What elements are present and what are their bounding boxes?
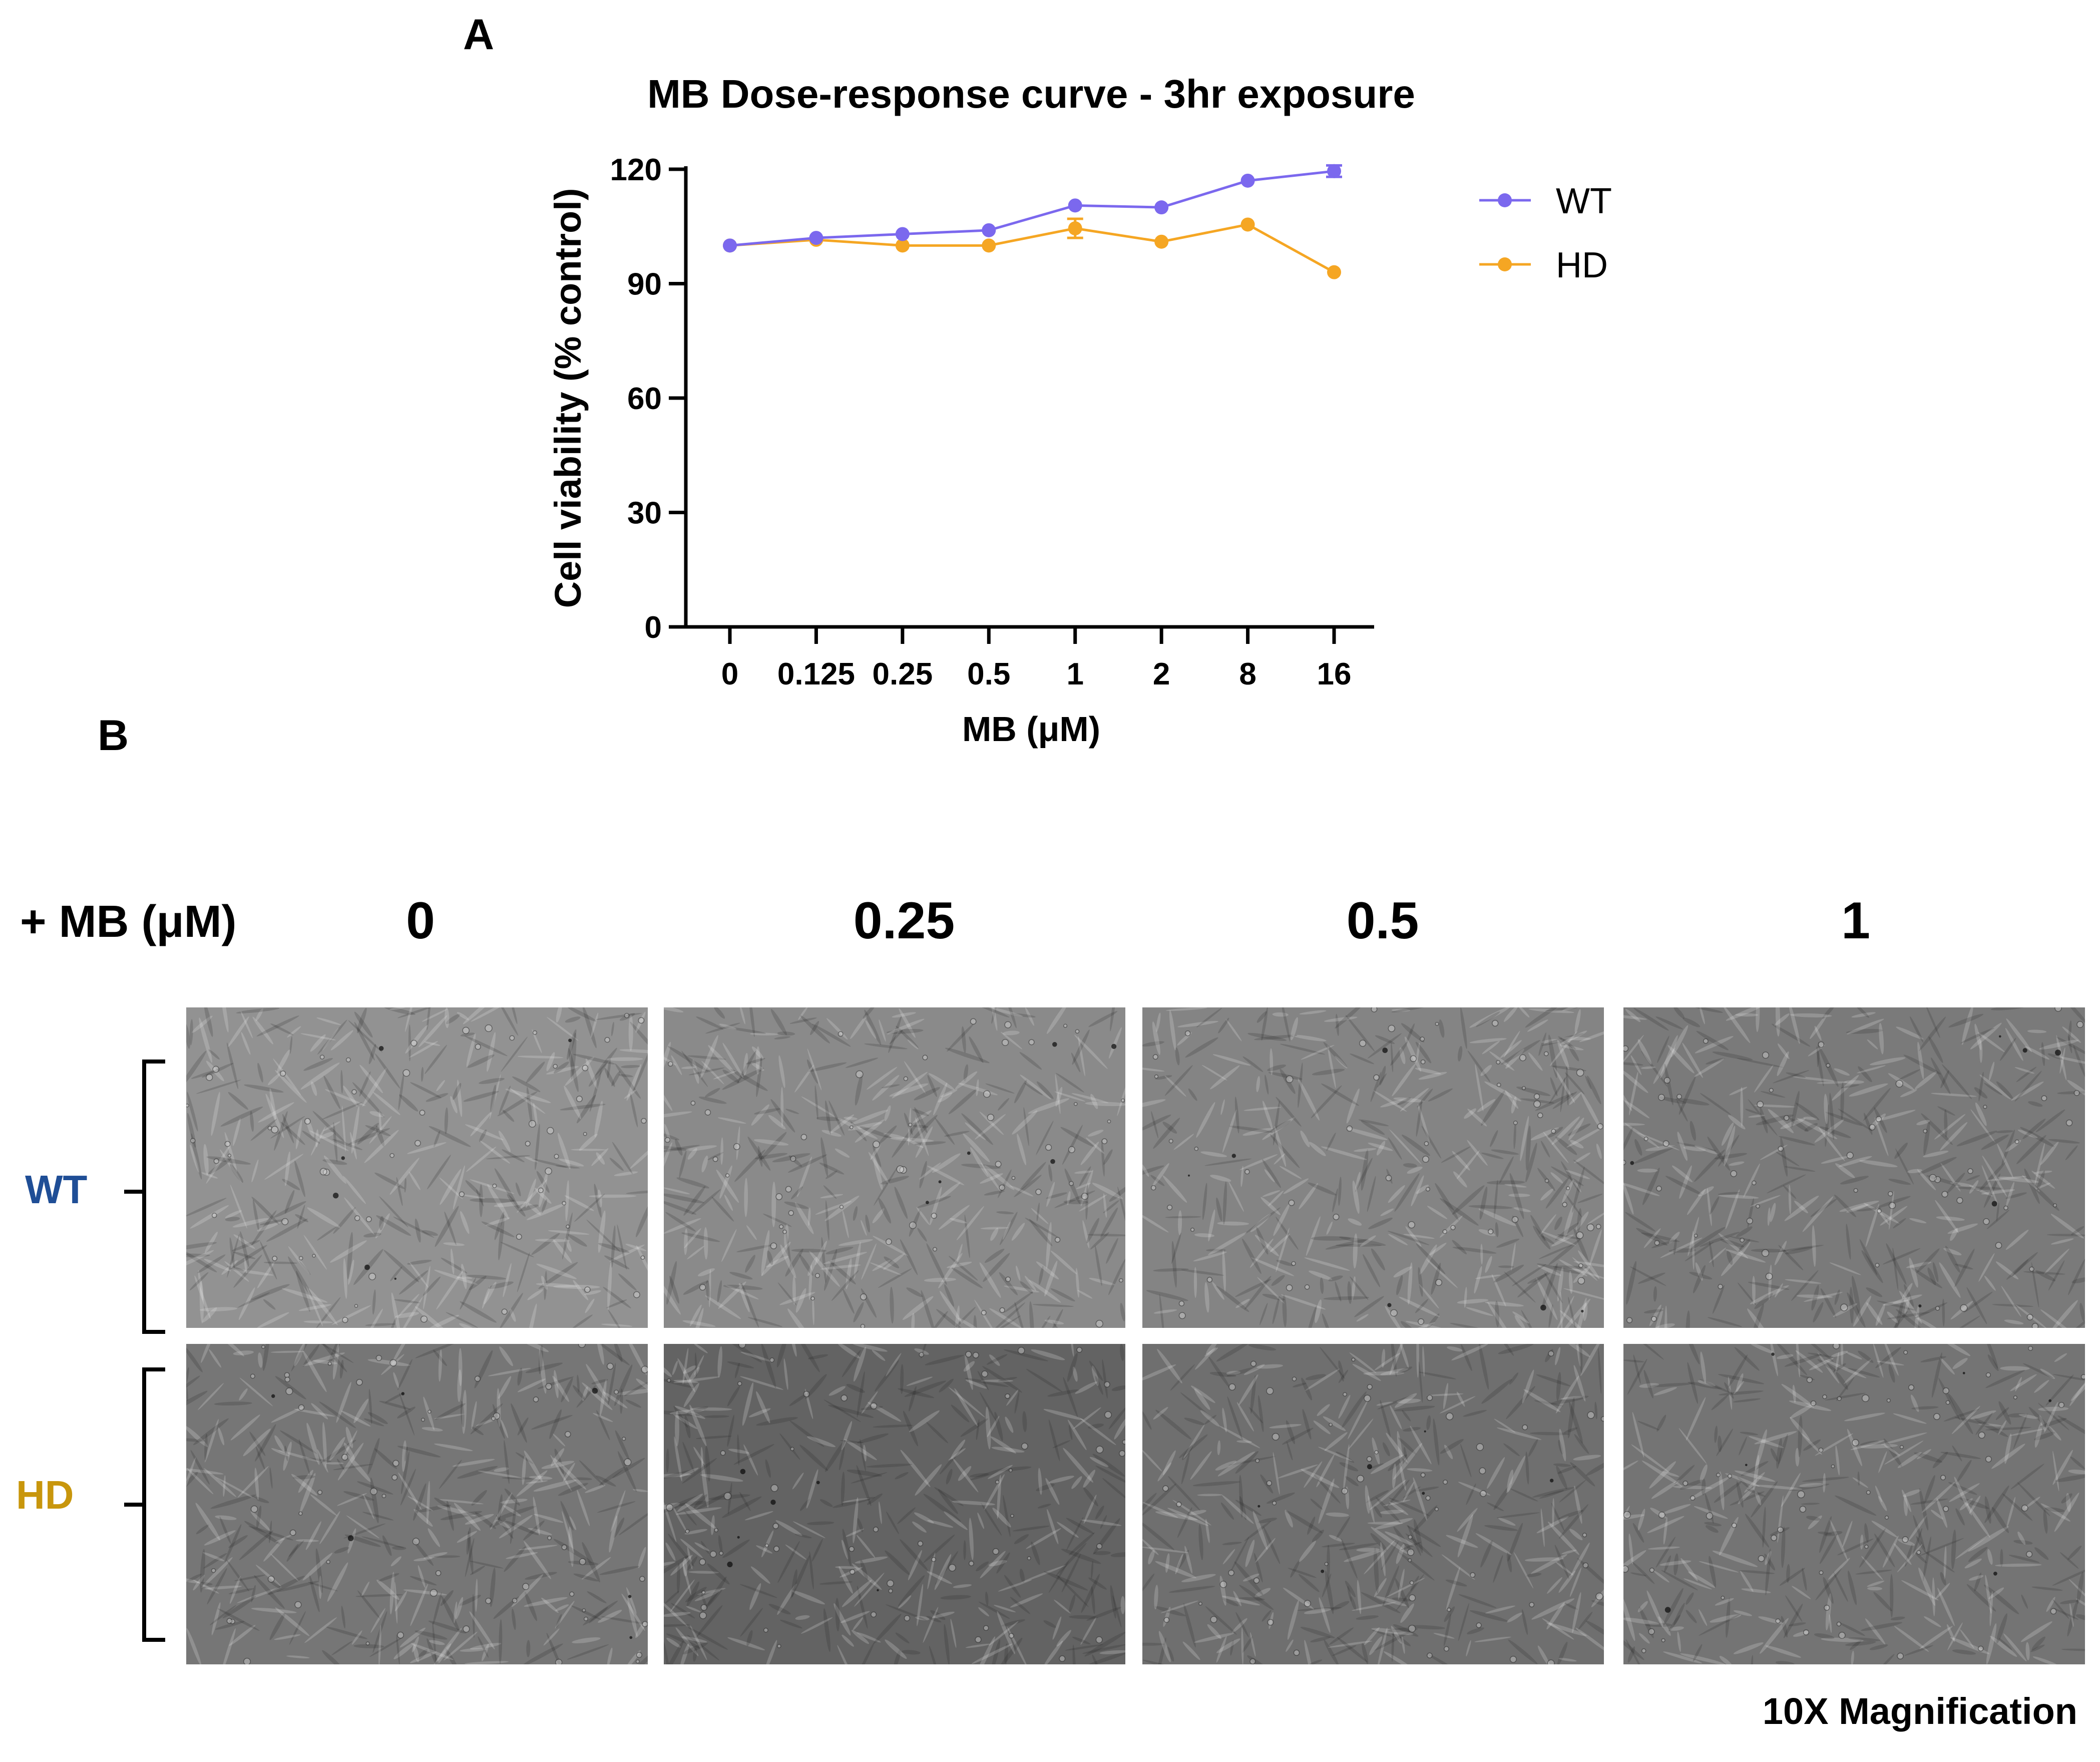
chart-legend: WT HD bbox=[1479, 181, 1612, 285]
row-brackets bbox=[124, 1060, 165, 1642]
panel-a-label: A bbox=[463, 11, 495, 59]
data-point-hd-5 bbox=[1154, 234, 1169, 249]
y-tick-label-3: 90 bbox=[627, 267, 662, 302]
micrograph-wt-0.25-image bbox=[664, 1007, 1125, 1328]
micrograph-hd-0.25-image bbox=[664, 1344, 1125, 1664]
dose-response-chart: MB Dose-response curve - 3hr exposure Ce… bbox=[547, 72, 1612, 749]
data-point-wt-1 bbox=[809, 231, 823, 245]
micrograph-hd-1-image bbox=[1623, 1344, 2085, 1664]
micrograph-wt-0 bbox=[186, 1007, 648, 1328]
row-label-wt: WT bbox=[25, 1167, 88, 1212]
magnification-label: 10X Magnification bbox=[1762, 1690, 2077, 1732]
concentration-label-3: 1 bbox=[1841, 892, 1870, 950]
legend-swatch-dot-hd bbox=[1498, 257, 1512, 271]
x-tick-label-3: 0.5 bbox=[967, 657, 1010, 691]
bracket-hd bbox=[124, 1367, 165, 1642]
legend-item-wt: WT bbox=[1479, 181, 1612, 221]
chart-series bbox=[723, 164, 1342, 279]
micrograph-wt-1-image bbox=[1623, 1007, 2085, 1328]
data-point-wt-7 bbox=[1327, 164, 1341, 178]
data-point-hd-2 bbox=[895, 238, 910, 253]
series-line-hd bbox=[729, 223, 1335, 273]
data-point-wt-4 bbox=[1068, 198, 1082, 213]
panel-b-label: B bbox=[98, 712, 129, 760]
legend-label-hd: HD bbox=[1556, 245, 1608, 285]
data-point-wt-2 bbox=[895, 227, 910, 241]
legend-label-wt: WT bbox=[1556, 181, 1612, 221]
micrograph-wt-1 bbox=[1623, 1007, 2085, 1328]
data-point-hd-4 bbox=[1068, 221, 1082, 236]
data-point-hd-3 bbox=[982, 238, 996, 253]
x-tick-label-5: 2 bbox=[1153, 657, 1170, 691]
x-axis-label: MB (μM) bbox=[962, 710, 1100, 749]
micrograph-wt-0.5-image bbox=[1142, 1007, 1604, 1328]
row-label-hd: HD bbox=[16, 1473, 74, 1517]
data-point-wt-6 bbox=[1240, 173, 1255, 188]
y-tick-label-2: 60 bbox=[627, 382, 662, 416]
series-hd bbox=[723, 217, 1341, 279]
micrograph-hd-1 bbox=[1623, 1344, 2085, 1664]
micrograph-hd-0 bbox=[186, 1344, 648, 1664]
data-point-hd-6 bbox=[1240, 217, 1255, 232]
concentration-label-0: 0 bbox=[406, 892, 435, 950]
micrograph-hd-0.25 bbox=[664, 1344, 1125, 1664]
x-tick-label-4: 1 bbox=[1066, 657, 1083, 691]
chart-axes: 0 30 60 90 120 0 0.125 0.25 0.5 1 2 8 16 bbox=[610, 153, 1374, 691]
data-point-wt-3 bbox=[982, 223, 996, 237]
y-tick-label-4: 120 bbox=[610, 153, 662, 187]
concentration-label-1: 0.25 bbox=[853, 892, 955, 950]
micrograph-wt-0.25 bbox=[664, 1007, 1125, 1328]
x-tick-label-6: 8 bbox=[1239, 657, 1256, 691]
y-axis-label: Cell viability (% control) bbox=[547, 188, 589, 608]
x-tick-label-2: 0.25 bbox=[873, 657, 933, 691]
legend-item-hd: HD bbox=[1479, 245, 1608, 285]
legend-swatch-dot-wt bbox=[1498, 193, 1512, 207]
concentration-label-2: 0.5 bbox=[1346, 892, 1419, 950]
micrograph-wt-0-image bbox=[186, 1007, 648, 1328]
y-tick-label-1: 30 bbox=[627, 496, 662, 531]
micrograph-hd-0-image bbox=[186, 1344, 648, 1664]
y-tick-label-0: 0 bbox=[645, 610, 662, 645]
series-line-wt bbox=[729, 170, 1335, 247]
series-wt bbox=[723, 164, 1342, 253]
micrograph-hd-0.5 bbox=[1142, 1344, 1604, 1664]
treatment-label: + MB (μM) bbox=[20, 897, 237, 947]
x-tick-label-0: 0 bbox=[721, 657, 738, 691]
bracket-wt bbox=[124, 1060, 165, 1334]
micrograph-wt-0.5 bbox=[1142, 1007, 1604, 1328]
data-point-hd-7 bbox=[1327, 265, 1341, 279]
chart-title: MB Dose-response curve - 3hr exposure bbox=[647, 72, 1415, 116]
micrograph-hd-0.5-image bbox=[1142, 1344, 1604, 1664]
data-point-wt-0 bbox=[723, 238, 737, 253]
data-point-wt-5 bbox=[1154, 200, 1169, 215]
x-tick-label-7: 16 bbox=[1317, 657, 1352, 691]
x-tick-label-1: 0.125 bbox=[777, 657, 855, 691]
